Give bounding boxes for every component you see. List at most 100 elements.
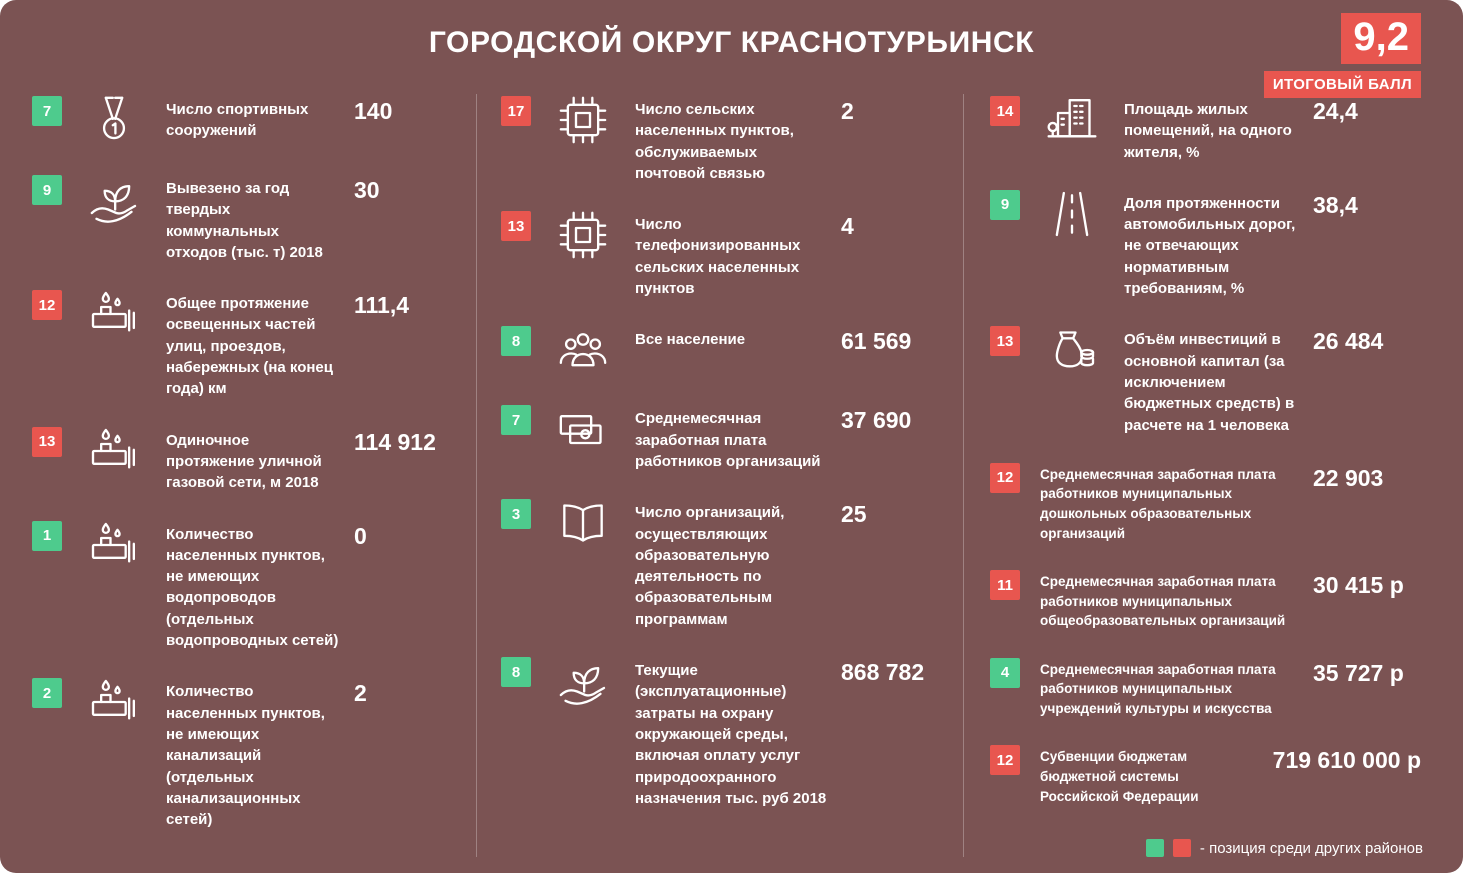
stat-value: 30 415 р	[1313, 572, 1404, 599]
stat-label: Среднемесячная заработная плата работник…	[635, 410, 821, 470]
stat-label: Число организаций, осуществляющих образо…	[635, 504, 785, 628]
stat-label: Текущие (эксплуатационные) затраты на ох…	[635, 662, 827, 807]
rank-badge: 3	[501, 499, 531, 530]
stats-column-3: 14 Площадь жилых помещений, на одного жит…	[963, 94, 1435, 858]
stat-value: 26 484	[1313, 328, 1384, 355]
rank-badge: 7	[32, 96, 62, 126]
stats-column-1: 7 Число спортивных сооружений 140 9 Вывезено…	[28, 94, 476, 857]
sprout-hand-icon	[76, 171, 152, 227]
stat-row: 13 Число телефонизированных сельских насе…	[501, 211, 949, 299]
stat-label: Среднемесячная заработная плата работник…	[1040, 466, 1276, 541]
stat-row: 12 Общее протяжение освещенных частей ули…	[32, 290, 462, 399]
legend-text: - позиция среди других районов	[1199, 839, 1423, 857]
stat-label: Доля протяженности автомобильных дорог, …	[1124, 194, 1296, 298]
stat-row: 12 Субвенции бюджетам бюджетной системы Р…	[990, 745, 1421, 806]
stat-label: Вывезено за год твердых коммунальных отх…	[166, 180, 323, 261]
rank-badge: 8	[501, 326, 531, 357]
stat-value: 0	[354, 522, 367, 549]
stat-label: Одиночное протяжение уличной газовой сет…	[166, 431, 322, 492]
stat-row: 9 Вывезено за год твердых коммунальных от…	[32, 175, 462, 263]
stat-row: 8 Все население 61 569	[501, 326, 949, 378]
stat-label: Число спортивных сооружений	[166, 101, 309, 140]
stat-value: 140	[354, 98, 393, 124]
stat-row: 9 Доля протяженности автомобильных дорог,…	[990, 189, 1421, 299]
stat-value: 868 782	[841, 659, 925, 686]
page-title: ГОРОДСКОЙ ОКРУГ КРАСНОТУРЬИНСК	[428, 26, 1035, 59]
rank-badge: 7	[501, 405, 531, 436]
buildings-icon	[1034, 92, 1110, 148]
rank-badge: 13	[990, 326, 1020, 357]
stat-row: 2 Количество населенных пунктов, не имеющ…	[32, 678, 462, 830]
rank-badge: 13	[32, 426, 62, 457]
water-pipe-icon	[76, 286, 152, 342]
stat-row: 17 Число сельских населенных пунктов, обс…	[501, 96, 949, 184]
stat-row: 4 Среднемесячная заработная плата работни…	[990, 657, 1421, 719]
rank-badge: 4	[990, 657, 1020, 688]
water-pipe-icon	[76, 517, 152, 573]
medal-icon	[76, 92, 152, 148]
rank-badge: 14	[990, 96, 1020, 126]
score-label: ИТОГОВЫЙ БАЛЛ	[1263, 71, 1421, 98]
rank-badge: 2	[32, 678, 62, 709]
circuit-board-icon	[545, 92, 621, 148]
rank-badge: 12	[990, 462, 1020, 493]
stat-value: 24,4	[1313, 98, 1358, 124]
stat-value: 25	[841, 501, 867, 528]
stats-column-2: 17 Число сельских населенных пунктов, обс…	[476, 94, 963, 858]
road-icon	[1034, 186, 1110, 242]
legend-green-square	[1145, 839, 1164, 857]
open-book-icon	[545, 495, 621, 551]
stat-value: 2	[841, 98, 854, 124]
total-score: 9,2 ИТОГОВЫЙ БАЛЛ	[1263, 13, 1421, 98]
stat-row: 7 Число спортивных сооружений 140	[32, 96, 462, 148]
rank-badge: 1	[32, 520, 62, 551]
stat-row: 7 Среднемесячная заработная плата работни…	[501, 405, 949, 472]
stat-row: 13 Объём инвестиций в основной капитал (з…	[990, 326, 1421, 435]
legend: - позиция среди других районов	[1145, 839, 1423, 857]
stat-value: 2	[354, 680, 367, 707]
stat-label: Объём инвестиций в основной капитал (за …	[1124, 331, 1295, 434]
stat-row: 14 Площадь жилых помещений, на одного жит…	[990, 96, 1421, 163]
water-pipe-icon	[76, 423, 152, 479]
rank-badge: 13	[501, 211, 531, 242]
sprout-hand-icon	[545, 653, 621, 709]
stat-row: 11 Среднемесячная заработная плата работн…	[990, 570, 1421, 631]
stat-row: 1 Количество населенных пунктов, не имеющ…	[32, 520, 462, 652]
stat-value: 38,4	[1313, 191, 1358, 218]
score-value: 9,2	[1341, 13, 1421, 64]
stat-value: 30	[354, 177, 380, 203]
circuit-board-icon	[545, 207, 621, 263]
banknotes-icon	[545, 401, 621, 457]
rank-badge: 8	[501, 657, 531, 688]
stat-row: 12 Среднемесячная заработная плата работн…	[990, 462, 1421, 543]
rank-badge: 9	[32, 175, 62, 205]
stat-label: Общее протяжение освещенных частей улиц,…	[166, 295, 333, 398]
stat-value: 4	[841, 213, 854, 240]
money-bag-icon	[1034, 322, 1110, 378]
legend-red-square	[1172, 839, 1191, 857]
stat-label: Количество населенных пунктов, не имеющи…	[166, 525, 339, 650]
stat-value: 22 903	[1313, 464, 1384, 491]
stat-label: Площадь жилых помещений, на одного жител…	[1124, 101, 1292, 161]
rank-badge: 17	[501, 96, 531, 126]
stat-label: Число сельских населенных пунктов, обслу…	[635, 101, 794, 182]
stat-row: 3 Число организаций, осуществляющих образ…	[501, 499, 949, 630]
rank-badge: 12	[32, 290, 62, 321]
stat-row: 8 Текущие (эксплуатационные) затраты на о…	[501, 657, 949, 809]
rank-badge: 9	[990, 189, 1020, 220]
stat-value: 719 610 000 р	[1272, 747, 1421, 774]
stat-value: 114 912	[354, 428, 436, 455]
stat-label: Количество населенных пунктов, не имеющи…	[166, 683, 325, 829]
water-pipe-icon	[76, 674, 152, 730]
stat-value: 61 569	[841, 328, 912, 355]
stat-label: Среднемесячная заработная плата работник…	[1040, 574, 1286, 629]
people-icon	[545, 322, 621, 378]
rank-badge: 11	[990, 570, 1020, 601]
stat-value: 35 727 р	[1313, 659, 1404, 686]
stat-label: Среднемесячная заработная плата работник…	[1040, 661, 1276, 716]
stat-row: 13 Одиночное протяжение уличной газовой с…	[32, 426, 462, 494]
stat-label: Число телефонизированных сельских населе…	[635, 216, 801, 298]
stat-label: Субвенции бюджетам бюджетной системы Рос…	[1040, 749, 1199, 804]
stat-value: 111,4	[354, 292, 410, 319]
